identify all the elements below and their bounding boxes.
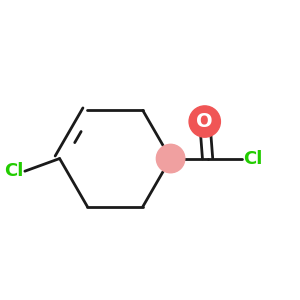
Text: Cl: Cl bbox=[4, 162, 23, 180]
Text: Cl: Cl bbox=[243, 149, 262, 167]
Circle shape bbox=[189, 106, 220, 137]
Text: O: O bbox=[196, 112, 213, 131]
Circle shape bbox=[156, 144, 185, 173]
